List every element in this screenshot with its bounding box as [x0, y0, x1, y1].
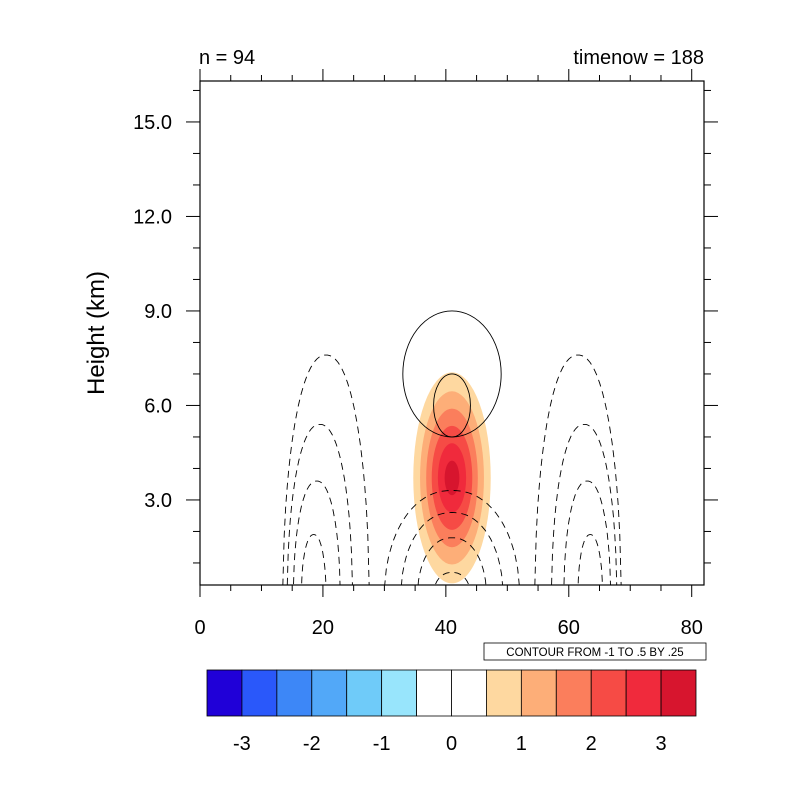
- contour-lines: [282, 310, 622, 585]
- negative-contour-5: [534, 354, 622, 585]
- negative-contour-8: [577, 534, 603, 585]
- colorbar-box: [311, 669, 348, 717]
- x-tick-label: 0: [194, 617, 205, 639]
- x-tick-label: 80: [681, 617, 703, 639]
- title-left: n = 94: [199, 47, 255, 69]
- colorbar-label: -3: [233, 733, 251, 755]
- plot-frame: [199, 80, 705, 586]
- colorbar-box: [241, 669, 278, 717]
- title-right: timenow = 188: [573, 47, 704, 69]
- colorbar-box: [590, 669, 627, 717]
- colorbar-label: -1: [373, 733, 391, 755]
- negative-contour-2: [286, 423, 353, 585]
- colorbar-box: [381, 669, 417, 717]
- colorbar-label: 0: [446, 733, 457, 755]
- colorbar-box: [346, 669, 383, 717]
- y-tick-label: 9.0: [144, 301, 172, 323]
- filled-level-6: [444, 460, 460, 496]
- negative-contour-7: [563, 480, 611, 585]
- x-axis-labels: 0 20 40 60 80: [194, 617, 702, 639]
- contour-info-box: CONTOUR FROM -1 TO .5 BY .25: [483, 642, 707, 661]
- positive-contour-2: [433, 373, 471, 438]
- filled-contours: [413, 372, 491, 584]
- colorbar-label: 1: [516, 733, 527, 755]
- colorbar-box: [555, 669, 592, 717]
- x-tick-label: 20: [312, 617, 334, 639]
- axis-ticks: [186, 69, 718, 597]
- colorbar-box: [416, 669, 452, 717]
- colorbar-box: [660, 669, 697, 717]
- colorbar-box: [486, 669, 522, 717]
- contour-info-text: CONTOUR FROM -1 TO .5 BY .25: [506, 647, 683, 659]
- x-tick-label: 60: [558, 617, 580, 639]
- y-tick-label: 12.0: [133, 206, 172, 228]
- colorbar-label: -2: [303, 733, 321, 755]
- negative-contour-4: [301, 534, 327, 585]
- negative-contour-11: [417, 537, 487, 585]
- colorbar-box: [520, 669, 557, 717]
- negative-contour-10: [400, 512, 504, 585]
- colorbar-box: [276, 669, 313, 717]
- colorbar-box: [206, 669, 243, 717]
- y-axis-labels: 3.0 6.0 9.0 12.0 15.0: [133, 112, 172, 512]
- y-tick-label: 6.0: [144, 395, 172, 417]
- colorbar-box: [625, 669, 662, 717]
- negative-contour-6: [551, 423, 618, 585]
- negative-contour-12: [434, 571, 470, 585]
- colorbar-label: 3: [656, 733, 667, 755]
- negative-contour-1: [282, 354, 370, 585]
- x-tick-label: 40: [435, 617, 457, 639]
- y-tick-label: 15.0: [133, 112, 172, 134]
- y-axis-title: Height (km): [83, 271, 110, 395]
- colorbar-label: 2: [586, 733, 597, 755]
- negative-contour-3: [293, 480, 341, 585]
- colorbar-box: [451, 669, 487, 717]
- y-tick-label: 3.0: [144, 490, 172, 512]
- plot-area: [282, 310, 622, 585]
- colorbar: -3 -2 -1 0 1 2 3: [206, 669, 697, 755]
